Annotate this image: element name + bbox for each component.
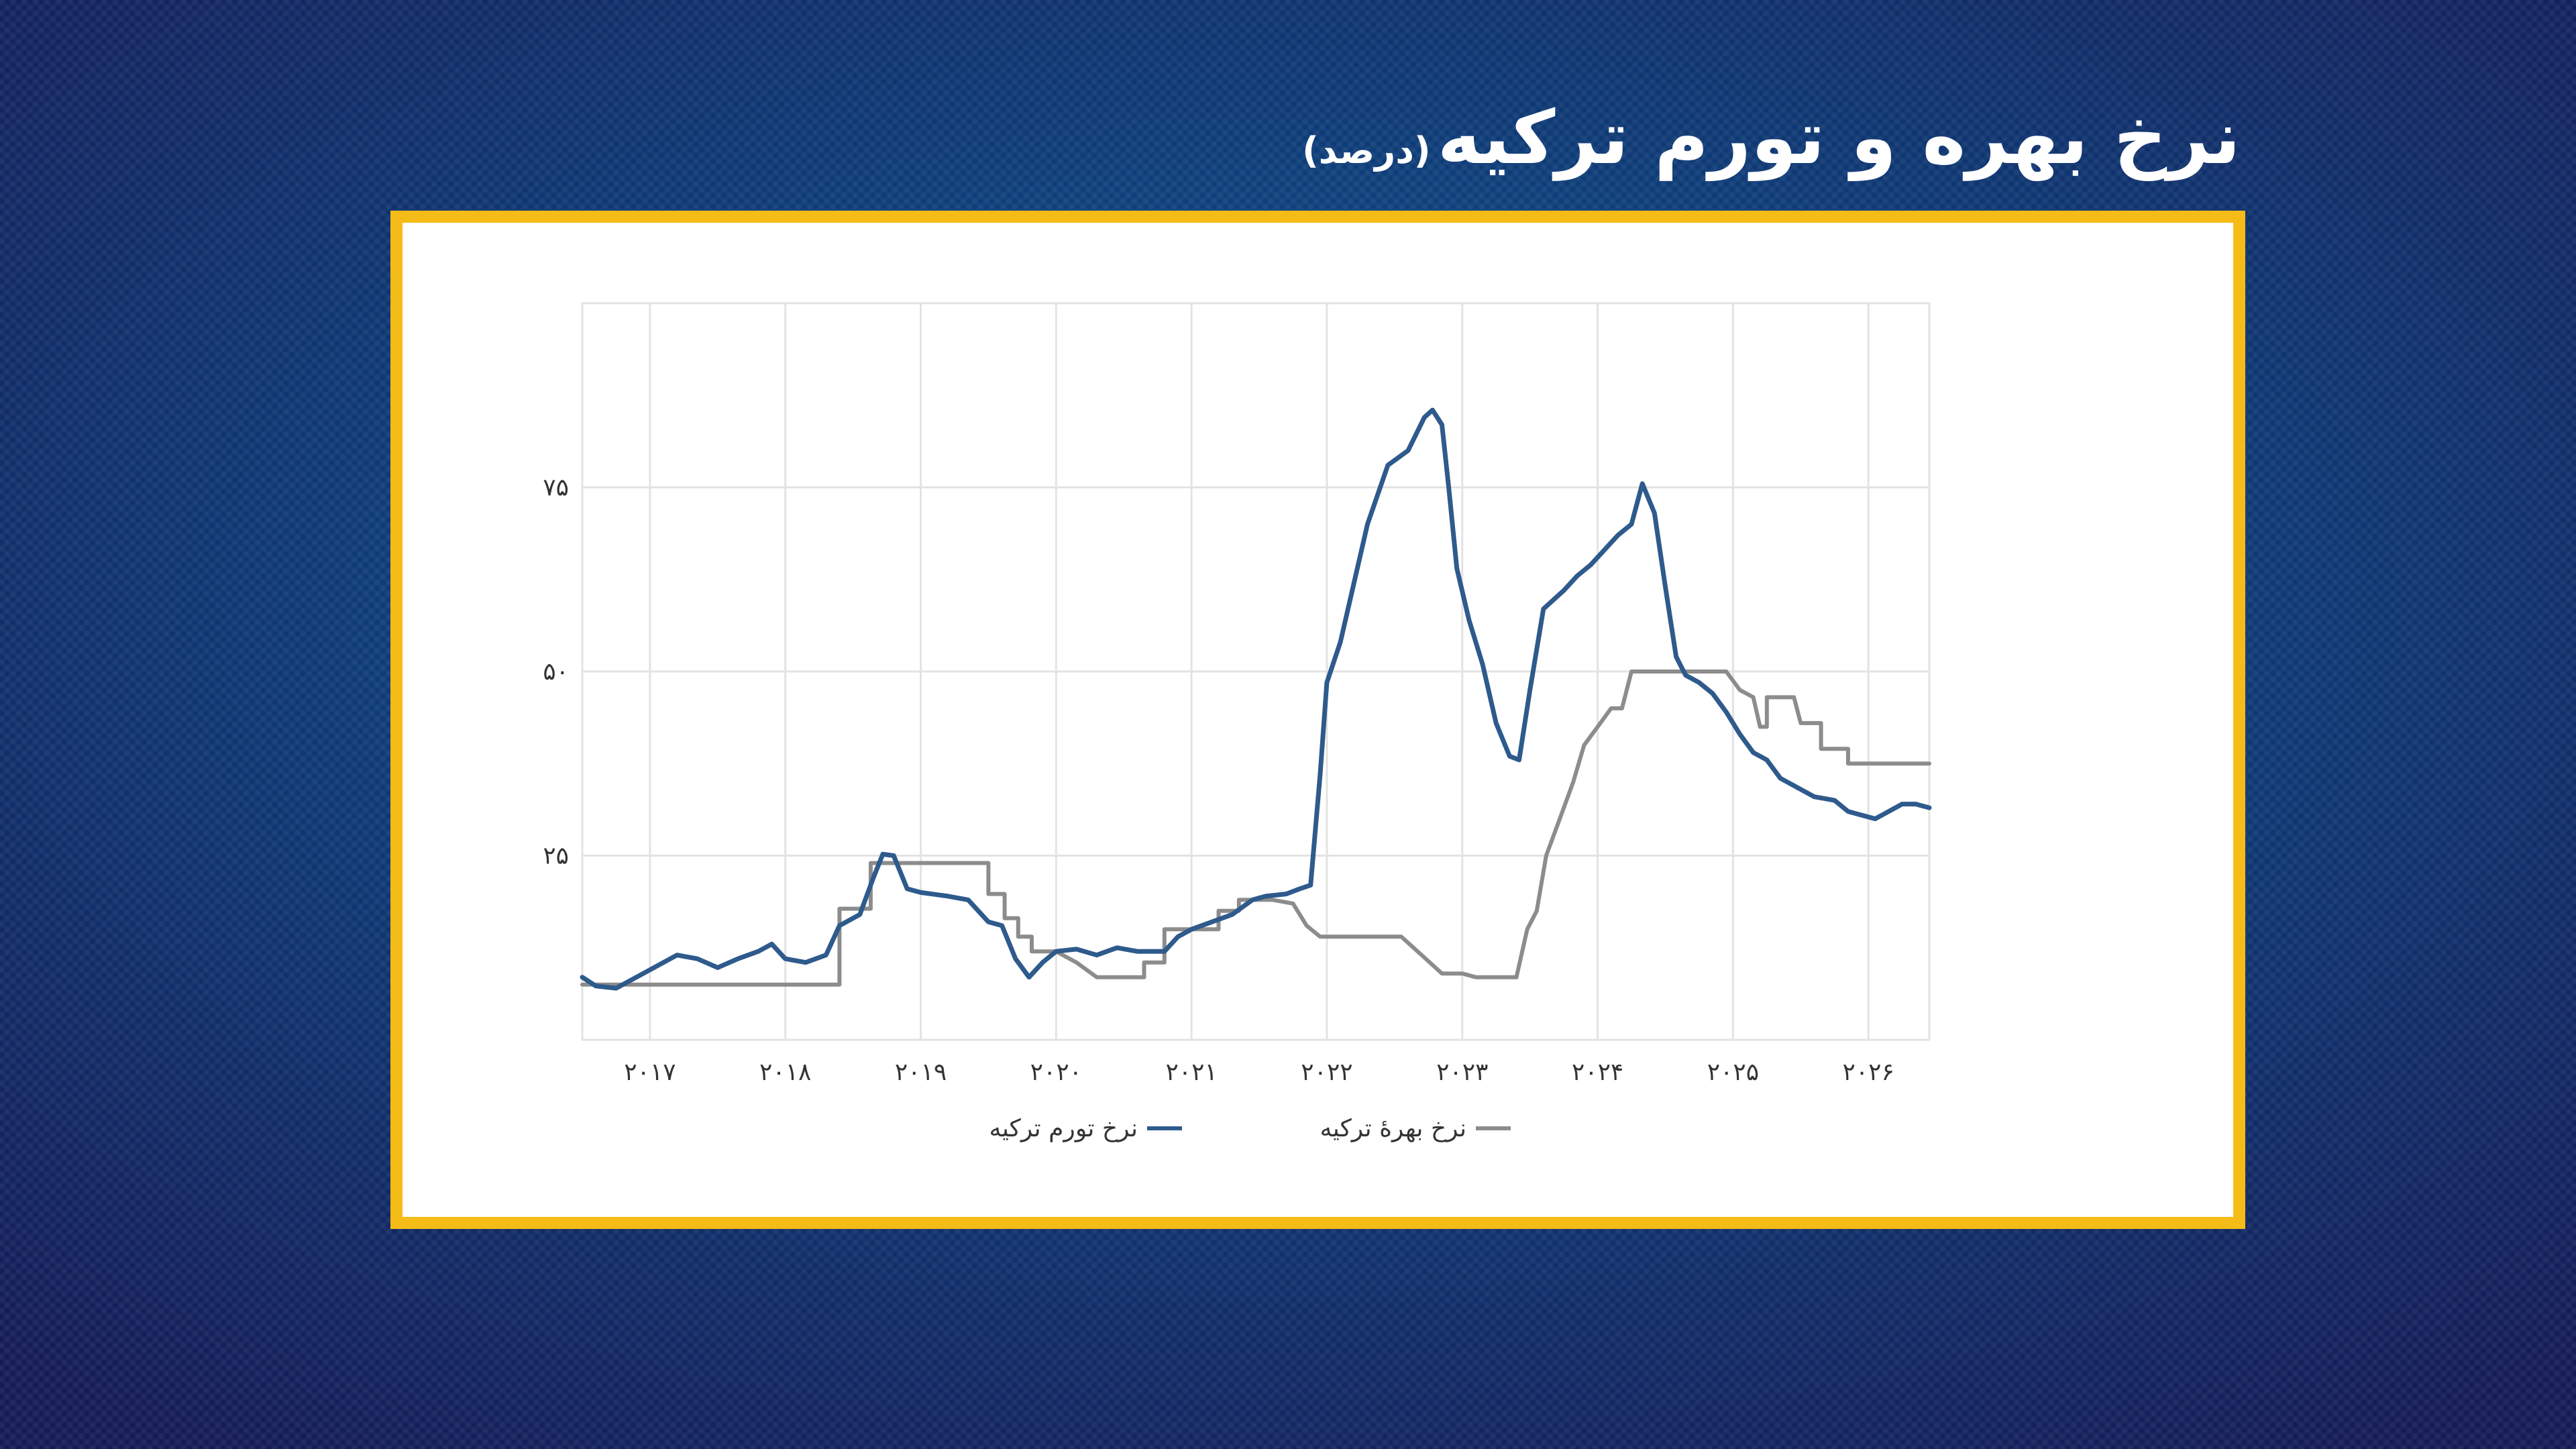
axes: ۲۰۱۷ ۲۰۱۸ ۲۰۱۹ ۲۰۲۰ ۲۰۲۱ ۲۰۲۲ ۲۰۲۳ ۲۰۲۴ ۲۰۲۵ ۲۰۲۶… <box>543 474 1894 1087</box>
x-tick-label: ۲۰۲۴ <box>1572 1059 1623 1086</box>
y-tick-label: ۵۰ <box>543 658 569 686</box>
x-tick-label: ۲۰۲۲ <box>1301 1059 1352 1086</box>
x-tick-label: ۲۰۲۶ <box>1843 1059 1894 1086</box>
y-tick-label: ۷۵ <box>543 474 569 502</box>
title-main: نرخ بهره و تورم ترکیه <box>1437 95 2241 180</box>
series-lines <box>580 407 1932 991</box>
x-tick-label: ۲۰۱۹ <box>895 1059 947 1086</box>
legend: نرخ تورم ترکیه نرخ بهرهٔ ترکیه <box>989 1115 1511 1142</box>
title-unit: (درصد) <box>1302 129 1431 172</box>
x-tick-label: ۲۰۱۸ <box>759 1059 811 1086</box>
y-tick-label: ۲۵ <box>543 843 569 870</box>
x-tick-label: ۲۰۲۳ <box>1436 1059 1488 1086</box>
chart-frame: ۲۰۱۷ ۲۰۱۸ ۲۰۱۹ ۲۰۲۰ ۲۰۲۱ ۲۰۲۲ ۲۰۲۳ ۲۰۲۴ ۲۰۲۵ ۲۰۲۶… <box>390 211 2245 1229</box>
page-title: نرخ بهره و تورم ترکیه(درصد) <box>1302 101 2241 174</box>
chart: ۲۰۱۷ ۲۰۱۸ ۲۰۱۹ ۲۰۲۰ ۲۰۲۱ ۲۰۲۲ ۲۰۲۳ ۲۰۲۴ ۲۰۲۵ ۲۰۲۶… <box>543 302 1932 1142</box>
x-tick-label: ۲۰۲۵ <box>1707 1059 1759 1086</box>
legend-item-inflation-label: نرخ تورم ترکیه <box>989 1115 1138 1142</box>
inflation-series-line <box>580 407 1932 991</box>
legend-item-interest-label: نرخ بهرهٔ ترکیه <box>1320 1115 1466 1142</box>
x-tick-label: ۲۰۲۱ <box>1165 1059 1217 1086</box>
interest-series-line <box>580 669 1931 987</box>
x-tick-label: ۲۰۱۷ <box>624 1059 676 1086</box>
x-tick-label: ۲۰۲۰ <box>1030 1059 1082 1086</box>
grid <box>581 302 1931 1041</box>
